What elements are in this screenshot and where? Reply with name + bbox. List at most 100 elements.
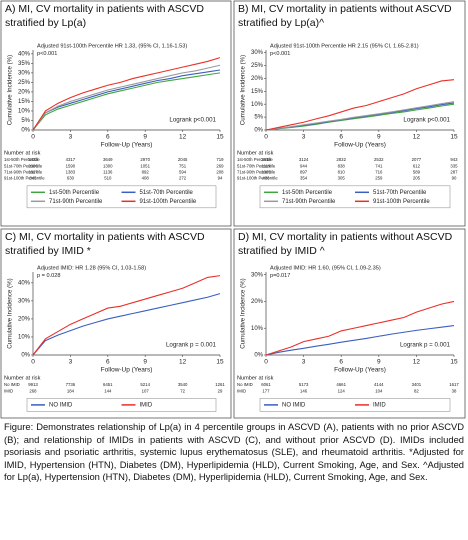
- y-axis-label: Cumulative Incidence (%): [240, 55, 247, 126]
- y-tick-label: 10%: [18, 109, 31, 115]
- risk-count: 3649: [103, 157, 113, 162]
- risk-count: 741: [375, 163, 383, 168]
- risk-count: 1617: [449, 382, 459, 387]
- km-curve: [265, 103, 455, 131]
- legend-box: [26, 398, 217, 412]
- risk-label: 91st-100th Percentile: [4, 176, 45, 181]
- risk-count: 1065: [261, 170, 271, 175]
- legend-label: IMID: [373, 402, 386, 408]
- risk-count: 90: [452, 176, 457, 181]
- legend-box: [259, 398, 451, 412]
- hr-annotation: p=0.017: [270, 273, 290, 279]
- x-tick-label: 12: [413, 359, 421, 366]
- risk-count: 72: [180, 388, 185, 393]
- risk-count: 7736: [66, 382, 76, 387]
- legend-label: 71st-90th Percentile: [49, 199, 103, 205]
- y-tick-label: 20%: [251, 299, 264, 305]
- y-tick-label: 40%: [18, 280, 31, 286]
- risk-count: 612: [413, 163, 421, 168]
- legend-label: 1st-50th Percentile: [49, 190, 100, 196]
- x-tick-label: 3: [302, 134, 306, 141]
- km-curve: [32, 57, 221, 131]
- risk-label: 71st-90th Percentile: [4, 170, 43, 175]
- x-tick-label: 6: [106, 134, 110, 141]
- legend-box: [26, 185, 217, 209]
- risk-count: 510: [104, 176, 112, 181]
- risk-count: 3540: [178, 382, 188, 387]
- risk-count: 1383: [66, 170, 76, 175]
- risk-count: 269: [216, 163, 224, 168]
- risk-count: 810: [338, 170, 346, 175]
- km-curve: [265, 79, 455, 131]
- risk-count: 124: [338, 388, 346, 393]
- risk-label: 51st-70th Percentile: [4, 163, 43, 168]
- risk-count: 719: [216, 157, 224, 162]
- risk-count: 3124: [299, 157, 309, 162]
- km-curve: [265, 300, 455, 356]
- risk-count: 751: [179, 163, 187, 168]
- y-tick-label: 20%: [251, 76, 264, 82]
- km-curve: [265, 101, 455, 131]
- risk-count: 2077: [412, 157, 422, 162]
- risk-label: IMID: [237, 388, 246, 393]
- logrank: Logrank p<0.001: [403, 117, 450, 124]
- x-axis-label: Follow-Up (Years): [334, 142, 386, 149]
- risk-count: 1300: [103, 163, 113, 168]
- legend-label: 51st-70th Percentile: [373, 190, 427, 196]
- panel-title: D) MI, CV mortality in patients without …: [238, 231, 453, 257]
- legend-box: [259, 185, 451, 209]
- risk-count: 6061: [261, 382, 271, 387]
- risk-label: 1st-50th Percentile: [4, 157, 40, 162]
- y-tick-label: 10%: [18, 335, 31, 341]
- legend-label: IMID: [140, 402, 153, 408]
- risk-count: 144: [104, 388, 112, 393]
- x-tick-label: 12: [413, 134, 421, 141]
- risk-count: 944: [300, 163, 308, 168]
- risk-count: 845: [29, 176, 37, 181]
- x-tick-label: 9: [377, 359, 381, 366]
- risk-count: 594: [179, 170, 187, 175]
- risk-count: 2832: [336, 157, 346, 162]
- y-axis-label: Cumulative Incidence (%): [7, 55, 14, 126]
- x-tick-label: 12: [179, 134, 187, 141]
- hr-annotation: p = 0.028: [37, 273, 60, 279]
- x-tick-label: 15: [216, 134, 224, 141]
- risk-count: 177: [262, 388, 270, 393]
- caption: Figure: Demonstrates relationship of Lp(…: [4, 421, 464, 483]
- x-tick-label: 3: [69, 134, 73, 141]
- risk-title: Number at risk: [4, 375, 41, 381]
- risk-label: IMID: [4, 388, 13, 393]
- risk-count: 5423: [28, 157, 38, 162]
- risk-count: 259: [375, 176, 383, 181]
- risk-count: 1827: [28, 170, 38, 175]
- km-curve: [32, 64, 221, 131]
- risk-count: 268: [29, 388, 37, 393]
- panel-border: [233, 228, 466, 419]
- risk-count: 1119: [262, 163, 272, 168]
- y-tick-label: 15%: [251, 89, 264, 95]
- risk-count: 38: [452, 388, 457, 393]
- risk-count: 1051: [140, 163, 150, 168]
- risk-title: Number at risk: [237, 375, 274, 381]
- hr-annotation: p<0.001: [270, 51, 290, 57]
- risk-count: 6451: [103, 382, 113, 387]
- risk-count: 208: [216, 170, 224, 175]
- y-tick-label: 0%: [21, 128, 30, 134]
- y-tick-label: 10%: [251, 326, 264, 332]
- x-tick-label: 6: [339, 359, 343, 366]
- panel-title-box: A) MI, CV mortality in patients with ASC…: [5, 3, 204, 29]
- risk-count: 897: [300, 170, 308, 175]
- panel-title: C) MI, CV mortality in patients with ASC…: [5, 231, 205, 257]
- x-tick-label: 6: [339, 134, 343, 141]
- x-tick-label: 6: [106, 359, 110, 366]
- y-tick-label: 30%: [251, 272, 264, 278]
- y-tick-label: 40%: [18, 51, 31, 57]
- risk-count: 5214: [140, 382, 150, 387]
- panel-border: [0, 0, 232, 227]
- hr-annotation: Adjusted IMID: HR 1.60, (95% CI, 1.09-2.…: [270, 265, 381, 271]
- risk-count: 4144: [374, 382, 384, 387]
- x-tick-label: 15: [450, 359, 458, 366]
- risk-count: 287: [450, 170, 458, 175]
- panel-border: [233, 0, 466, 227]
- risk-count: 9913: [28, 382, 38, 387]
